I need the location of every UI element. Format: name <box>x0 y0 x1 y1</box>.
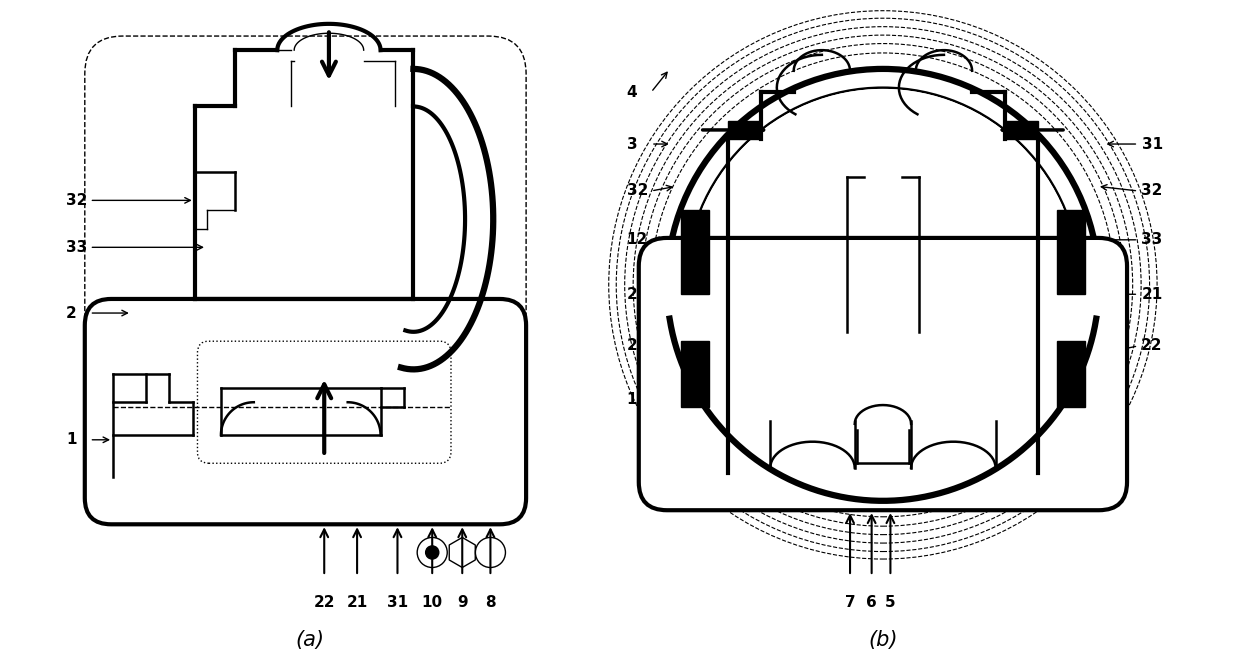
Text: (a): (a) <box>295 630 325 650</box>
Text: 6: 6 <box>867 595 877 609</box>
Circle shape <box>688 90 1079 480</box>
Text: 31: 31 <box>1142 136 1163 152</box>
Polygon shape <box>1004 121 1038 139</box>
Polygon shape <box>1056 341 1085 407</box>
Text: 32: 32 <box>1141 184 1163 199</box>
Text: 22: 22 <box>314 595 335 609</box>
Text: 9: 9 <box>458 595 467 609</box>
Text: 21: 21 <box>1142 287 1163 302</box>
Text: 2: 2 <box>66 306 77 321</box>
Text: 31: 31 <box>387 595 408 609</box>
Polygon shape <box>681 210 709 295</box>
Text: 7: 7 <box>844 595 856 609</box>
FancyBboxPatch shape <box>639 238 1127 510</box>
Text: 32: 32 <box>626 184 649 199</box>
Text: 32: 32 <box>66 193 87 208</box>
Circle shape <box>425 546 439 559</box>
Text: 33: 33 <box>1142 232 1163 247</box>
FancyBboxPatch shape <box>84 299 526 524</box>
Text: 11: 11 <box>626 392 647 407</box>
Text: 33: 33 <box>66 240 87 255</box>
Text: 8: 8 <box>485 595 496 609</box>
Polygon shape <box>681 341 709 407</box>
Text: (b): (b) <box>868 630 898 650</box>
Text: 12: 12 <box>626 232 647 247</box>
Polygon shape <box>728 121 761 139</box>
Text: 1: 1 <box>66 432 77 447</box>
Text: 21: 21 <box>346 595 368 609</box>
Text: 4: 4 <box>626 85 637 100</box>
Text: 24: 24 <box>626 338 649 354</box>
Text: 3: 3 <box>626 136 637 152</box>
Text: 5: 5 <box>885 595 895 609</box>
Text: 23: 23 <box>626 287 649 302</box>
Text: 22: 22 <box>1141 338 1163 354</box>
Polygon shape <box>1056 210 1085 295</box>
Text: 10: 10 <box>422 595 443 609</box>
